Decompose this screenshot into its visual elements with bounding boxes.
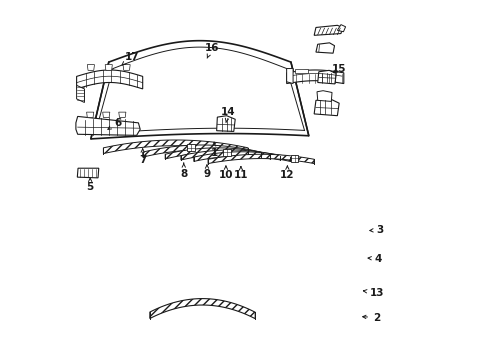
Text: 8: 8	[180, 163, 187, 179]
Text: 15: 15	[331, 64, 346, 74]
Polygon shape	[313, 25, 342, 35]
Text: 3: 3	[369, 225, 383, 235]
Polygon shape	[193, 152, 290, 161]
Polygon shape	[222, 149, 230, 156]
Polygon shape	[286, 68, 292, 84]
Polygon shape	[294, 69, 307, 73]
Polygon shape	[87, 64, 94, 70]
Polygon shape	[315, 43, 334, 53]
Polygon shape	[165, 148, 270, 159]
Polygon shape	[316, 91, 331, 102]
Polygon shape	[77, 85, 84, 103]
Text: 6: 6	[108, 118, 121, 129]
Polygon shape	[91, 41, 308, 139]
Text: 14: 14	[221, 107, 235, 123]
Text: 7: 7	[139, 149, 146, 165]
Text: 1: 1	[210, 143, 217, 158]
Text: 2: 2	[362, 312, 380, 323]
Text: 16: 16	[204, 43, 219, 58]
Polygon shape	[181, 150, 280, 160]
Text: 9: 9	[203, 165, 210, 179]
Polygon shape	[123, 64, 130, 70]
Text: 10: 10	[218, 166, 233, 180]
Text: 5: 5	[86, 178, 94, 192]
Polygon shape	[207, 154, 313, 163]
Polygon shape	[313, 99, 339, 116]
Polygon shape	[216, 116, 235, 131]
Polygon shape	[317, 70, 336, 84]
Polygon shape	[149, 298, 255, 319]
Polygon shape	[86, 112, 94, 117]
Polygon shape	[337, 24, 345, 32]
Polygon shape	[77, 70, 142, 89]
Polygon shape	[119, 112, 125, 117]
Text: 11: 11	[233, 167, 248, 180]
Text: 13: 13	[363, 288, 383, 297]
Text: 17: 17	[122, 52, 139, 65]
Polygon shape	[76, 116, 140, 135]
Polygon shape	[290, 155, 298, 162]
Polygon shape	[103, 140, 247, 154]
Polygon shape	[186, 144, 194, 151]
Polygon shape	[142, 145, 260, 157]
Polygon shape	[105, 64, 112, 70]
Polygon shape	[286, 70, 343, 84]
Polygon shape	[102, 112, 110, 117]
Text: 12: 12	[280, 166, 294, 180]
Text: 4: 4	[367, 253, 381, 264]
Polygon shape	[77, 168, 99, 178]
